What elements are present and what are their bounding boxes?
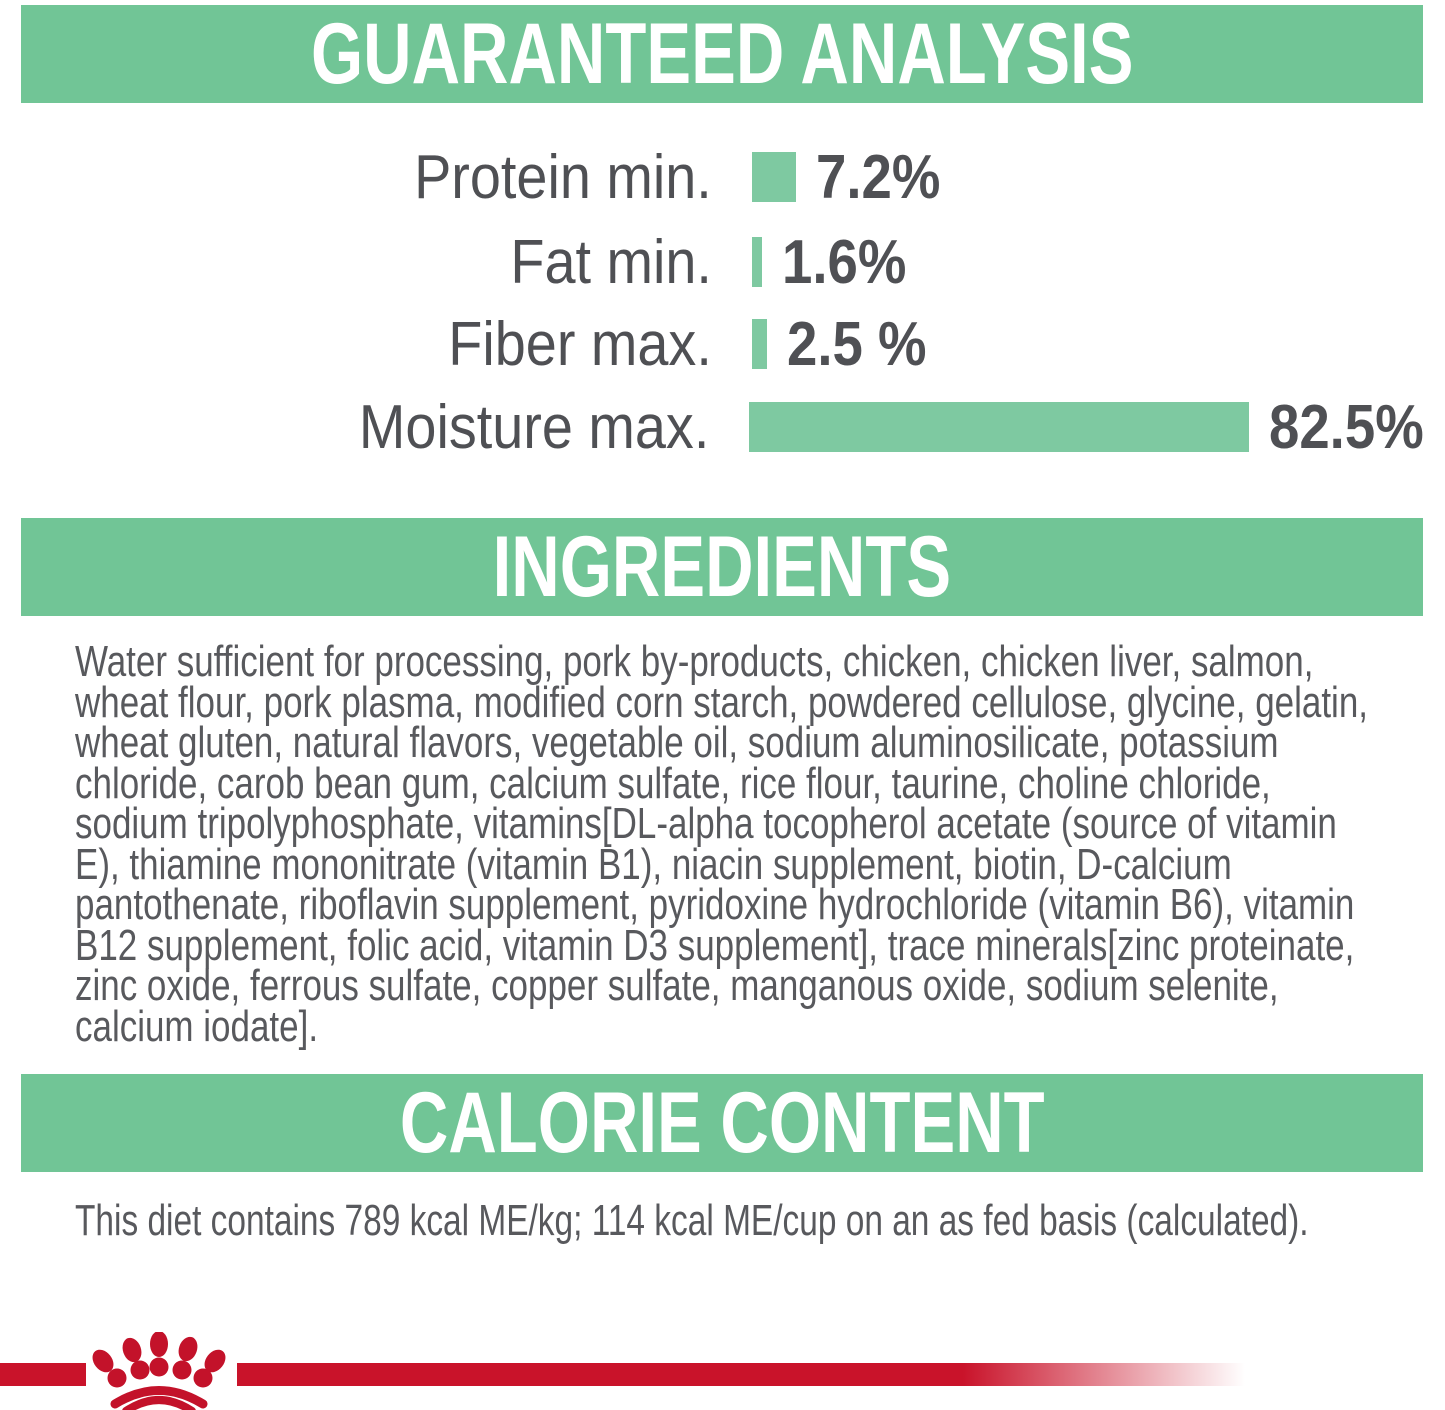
analysis-label: Moisture max. bbox=[358, 392, 710, 462]
analysis-value: 7.2% bbox=[816, 142, 941, 212]
brand-band-left bbox=[0, 1363, 86, 1386]
analysis-bar bbox=[752, 319, 767, 369]
analysis-bar bbox=[752, 152, 796, 202]
analysis-value: 2.5 % bbox=[787, 309, 927, 379]
guaranteed-analysis-banner: GUARANTEED ANALYSIS bbox=[21, 5, 1423, 103]
calorie-content-text: This diet contains 789 kcal ME/kg; 114 k… bbox=[75, 1196, 1309, 1245]
analysis-row-protein: Protein min. 7.2% bbox=[0, 143, 1445, 212]
ingredients-paragraph: Water sufficient for processing, pork by… bbox=[75, 637, 1369, 1051]
analysis-label: Fat min. bbox=[510, 227, 712, 297]
analysis-label: Protein min. bbox=[414, 142, 712, 212]
ingredients-title: INGREDIENTS bbox=[492, 518, 952, 615]
analysis-value: 1.6% bbox=[782, 227, 907, 297]
analysis-row-fiber: Fiber max. 2.5 % bbox=[0, 310, 1445, 379]
calorie-content-title: CALORIE CONTENT bbox=[399, 1074, 1045, 1171]
brand-band-right bbox=[237, 1363, 1245, 1386]
calorie-content-banner: CALORIE CONTENT bbox=[21, 1074, 1423, 1172]
guaranteed-analysis-title: GUARANTEED ANALYSIS bbox=[310, 5, 1134, 102]
analysis-row-moisture: Moisture max. 82.5% bbox=[0, 393, 1445, 462]
analysis-bar bbox=[749, 402, 1250, 452]
analysis-label: Fiber max. bbox=[448, 309, 712, 379]
analysis-row-fat: Fat min. 1.6% bbox=[0, 228, 1445, 297]
analysis-value: 82.5% bbox=[1269, 392, 1424, 462]
analysis-bar bbox=[752, 237, 762, 287]
ingredients-banner: INGREDIENTS bbox=[21, 518, 1423, 616]
royal-canin-crown-paw-logo bbox=[92, 1332, 226, 1410]
